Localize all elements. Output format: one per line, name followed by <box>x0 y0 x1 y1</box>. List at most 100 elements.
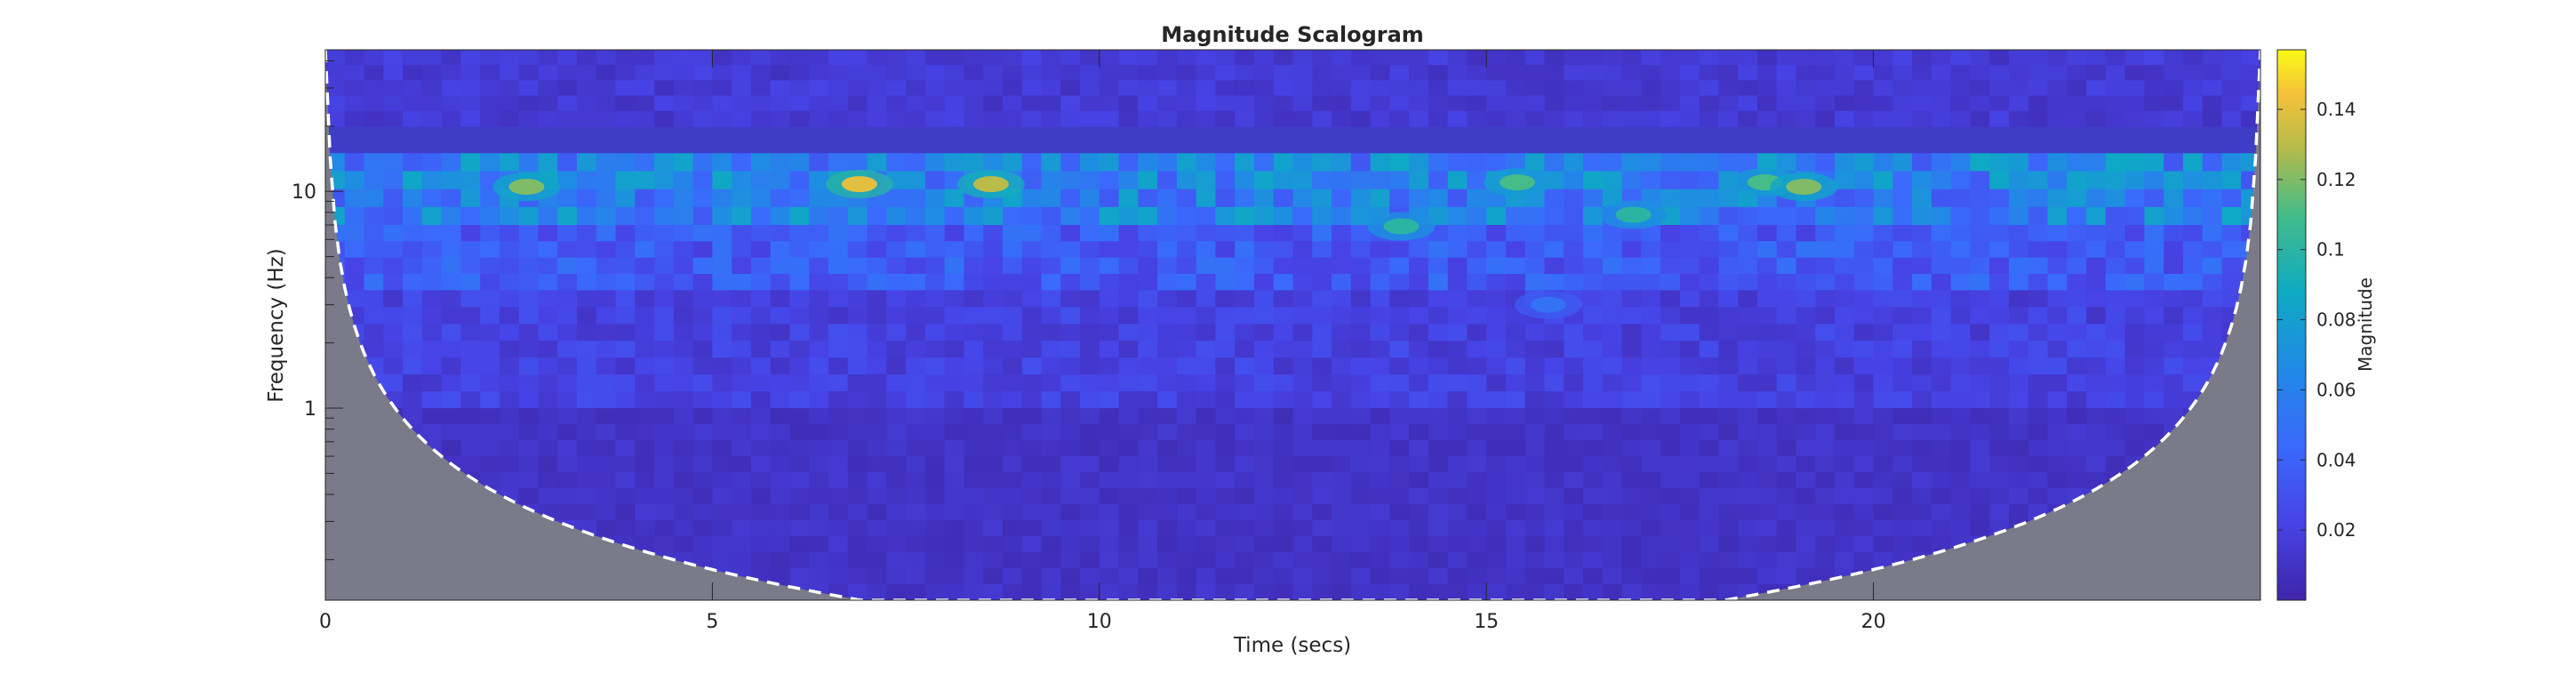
heatmap-cell <box>2125 207 2145 226</box>
heatmap-cell <box>519 241 539 258</box>
heatmap-cell <box>1564 488 1583 505</box>
heatmap-cell <box>596 50 616 66</box>
heatmap-cell <box>1196 96 1216 112</box>
heatmap-cell <box>712 341 732 358</box>
heatmap-cell <box>1796 207 1816 226</box>
heatmap-cell <box>325 50 345 66</box>
heatmap-cell <box>1003 80 1022 96</box>
heatmap-cell <box>1138 290 1157 308</box>
heatmap-cell <box>1545 258 1564 275</box>
heatmap-cell <box>945 189 964 208</box>
heatmap-cell <box>1486 552 1506 569</box>
heatmap-cell <box>886 584 906 601</box>
heatmap-cell <box>1196 424 1216 441</box>
heatmap-cell <box>403 207 422 226</box>
heatmap-cell <box>1138 189 1157 208</box>
heatmap-cell <box>1680 472 1700 489</box>
heatmap-cell <box>539 391 558 409</box>
heatmap-cell <box>1312 50 1332 66</box>
heatmap-cell <box>1835 408 1854 425</box>
heatmap-cell <box>1603 274 1622 291</box>
heatmap-cell <box>751 153 771 172</box>
heatmap-cell <box>1003 552 1022 569</box>
heatmap-cell <box>1177 225 1196 242</box>
heatmap-cell <box>1371 274 1390 291</box>
heatmap-cell <box>596 80 616 96</box>
heatmap-cell <box>1680 153 1700 172</box>
heatmap-cell <box>1757 307 1777 325</box>
heatmap-cell <box>1351 552 1371 569</box>
heatmap-cell <box>1157 65 1177 81</box>
heatmap-cell <box>1119 80 1139 96</box>
heatmap-cell <box>2164 96 2183 112</box>
heatmap-cell <box>1506 65 1525 81</box>
heatmap-cell <box>635 307 654 325</box>
heatmap-cell <box>1254 324 1274 341</box>
heatmap-cell <box>1506 207 1525 226</box>
heatmap-cell <box>1428 488 1448 505</box>
heatmap-cell <box>809 488 828 505</box>
heatmap-cell <box>1603 391 1622 409</box>
heatmap-cell <box>906 408 925 425</box>
heatmap-cell <box>868 552 887 569</box>
heatmap-cell <box>1796 341 1816 358</box>
heatmap-cell <box>1215 207 1235 226</box>
heatmap-cell <box>1892 324 1912 341</box>
heatmap-cell <box>1371 80 1390 96</box>
heatmap-cell <box>1003 536 1022 553</box>
heatmap-cell <box>1060 274 1080 291</box>
heatmap-cell <box>771 50 790 66</box>
heatmap-cell <box>635 374 654 392</box>
heatmap-cell <box>1332 440 1351 457</box>
heatmap-cell <box>2144 307 2164 325</box>
heatmap-cell <box>1409 324 1428 341</box>
heatmap-cell <box>983 341 1003 358</box>
heatmap-cell <box>1351 258 1371 275</box>
heatmap-cell <box>1622 258 1642 275</box>
heatmap-cell <box>654 111 674 127</box>
heatmap-cell <box>2106 324 2125 341</box>
heatmap-cell <box>2106 307 2125 325</box>
heatmap-cell <box>1100 241 1119 258</box>
heatmap-cell <box>693 472 713 489</box>
heatmap-cell <box>1874 488 1893 505</box>
heatmap-cell <box>964 153 983 172</box>
heatmap-cell <box>906 290 925 308</box>
heatmap-cell <box>616 96 636 112</box>
heatmap-cell <box>828 456 848 473</box>
heatmap-cell <box>557 225 577 242</box>
heatmap-cell <box>1525 424 1545 441</box>
heatmap-cell <box>1409 258 1428 275</box>
heatmap-cell <box>2125 172 2145 190</box>
heatmap-cell <box>616 80 636 96</box>
heatmap-cell <box>2203 307 2222 325</box>
heatmap-cell <box>616 172 636 190</box>
heatmap-cell <box>1506 341 1525 358</box>
heatmap-cell <box>1332 568 1351 585</box>
heatmap-cell <box>1506 225 1525 242</box>
heatmap-cell <box>596 472 616 489</box>
heatmap-cell <box>1641 341 1660 358</box>
heatmap-cell <box>1777 374 1796 392</box>
heatmap-cell <box>751 424 771 441</box>
heatmap-cell <box>500 341 519 358</box>
heatmap-cell <box>906 153 925 172</box>
heatmap-cell <box>1293 568 1313 585</box>
heatmap-cell <box>1274 290 1293 308</box>
heatmap-cell <box>539 274 558 291</box>
heatmap-cell <box>616 189 636 208</box>
heatmap-cell <box>539 153 558 172</box>
heatmap-cell <box>1738 111 1757 127</box>
heatmap-cell <box>1951 440 1971 457</box>
heatmap-cell <box>1874 536 1893 553</box>
heatmap-cell <box>654 440 674 457</box>
heatmap-cell <box>771 472 790 489</box>
heatmap-cell <box>1545 274 1564 291</box>
heatmap-cell <box>1777 504 1796 521</box>
heatmap-cell <box>2106 189 2125 208</box>
heatmap-cell <box>732 307 751 325</box>
heatmap-cell <box>1622 488 1642 505</box>
heatmap-cell <box>809 424 828 441</box>
heatmap-cell <box>2106 225 2125 242</box>
heatmap-cell <box>1409 456 1428 473</box>
